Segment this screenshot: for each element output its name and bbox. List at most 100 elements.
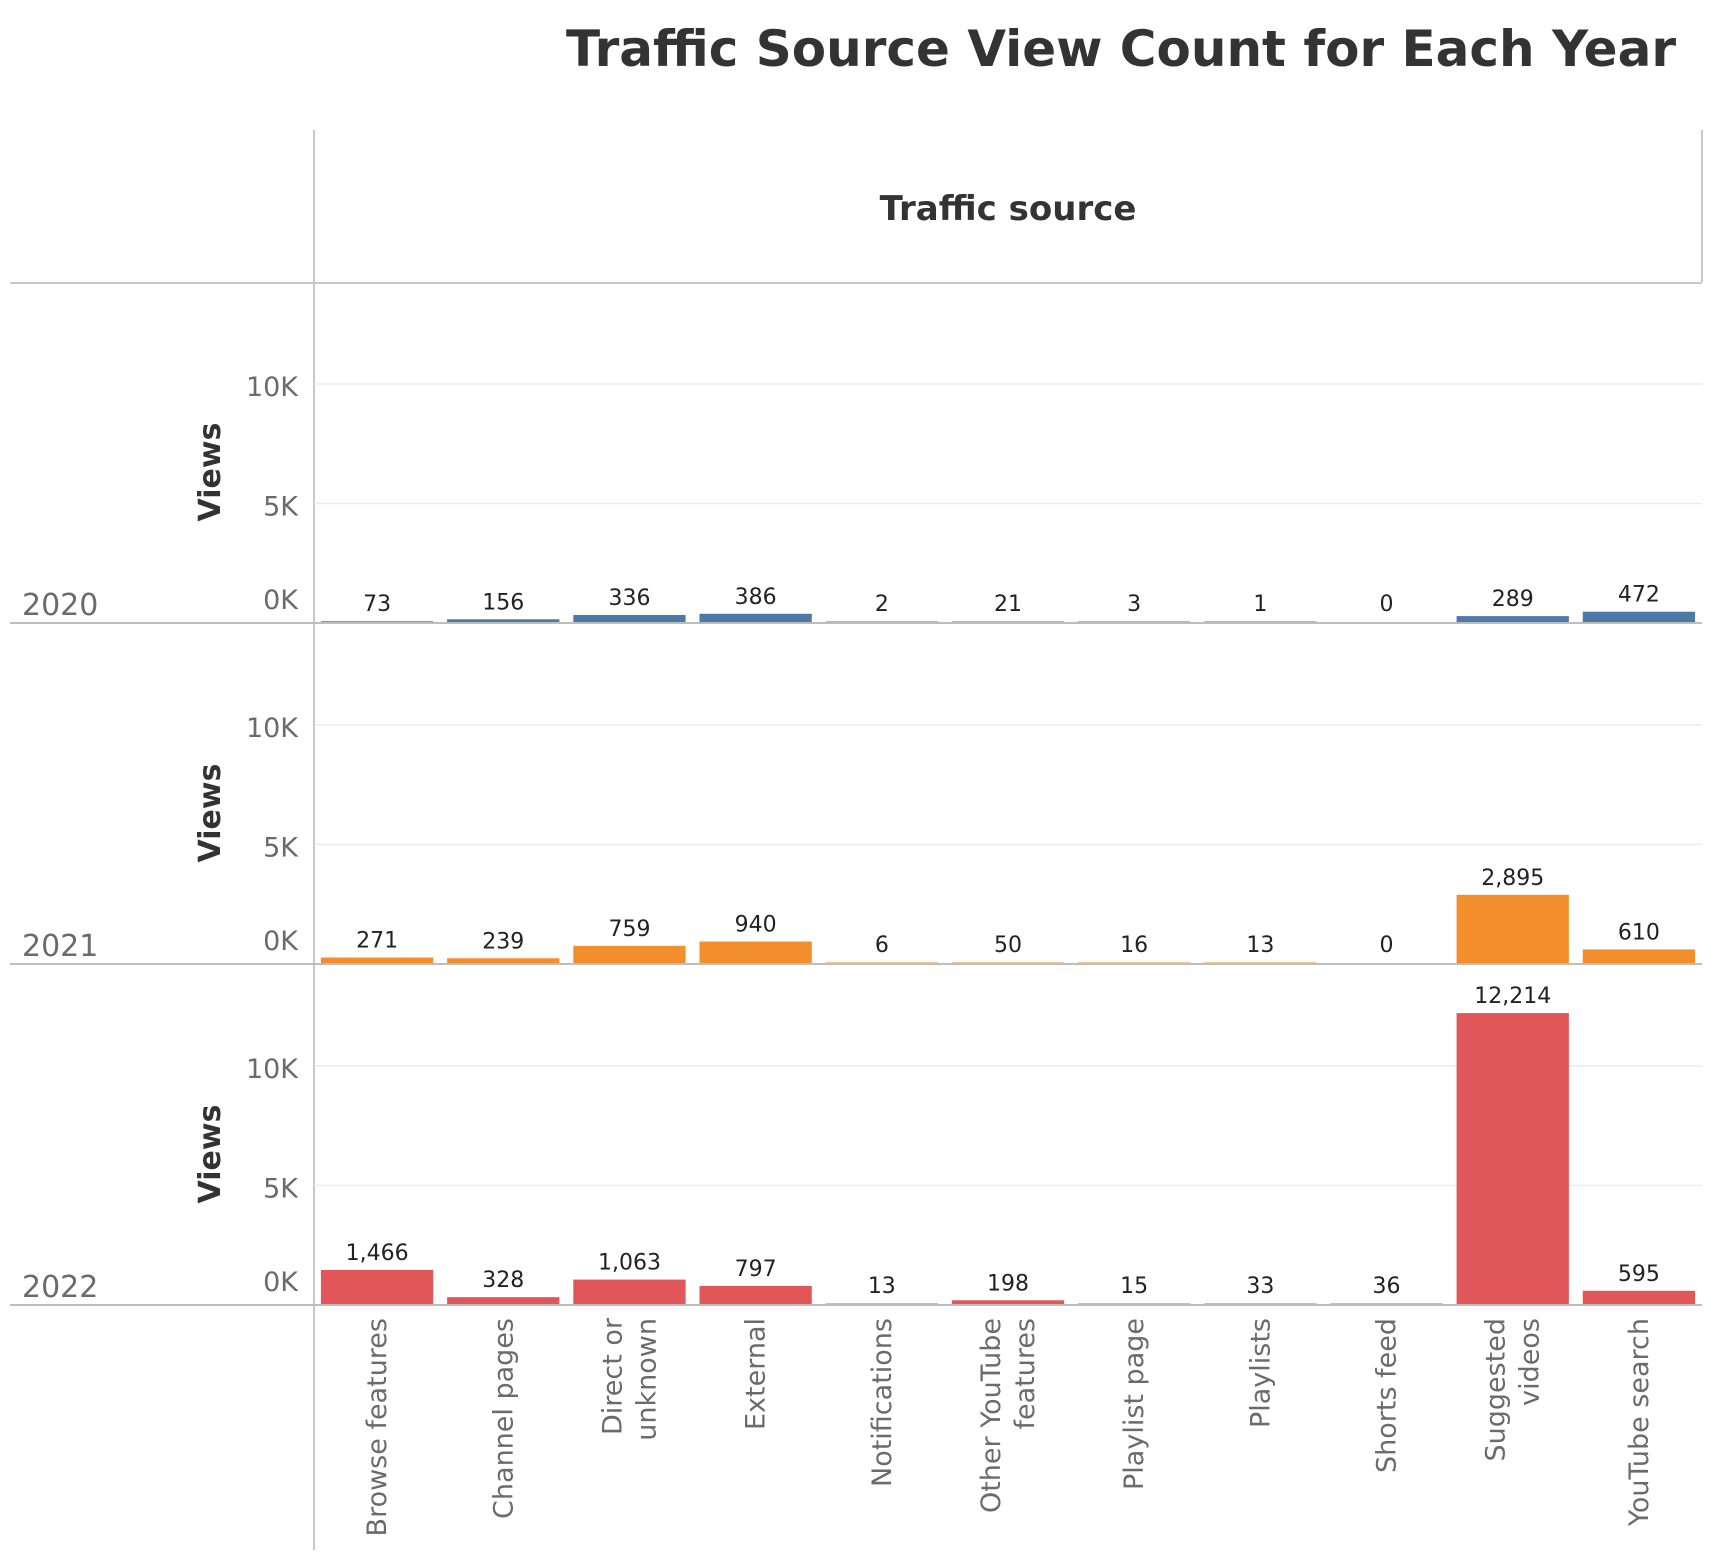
data-label: 271 — [356, 929, 398, 954]
x-tick-label: Shorts feed — [1372, 1318, 1403, 1473]
data-label: 12,214 — [1474, 984, 1551, 1009]
data-label: 610 — [1618, 920, 1660, 945]
bar — [573, 614, 686, 623]
y-axis-label: Views — [193, 764, 228, 863]
data-label: 2 — [875, 592, 889, 617]
bar — [447, 619, 560, 623]
x-tick-label-line: YouTube search — [1624, 1318, 1655, 1527]
x-tick-label: Notifications — [867, 1318, 898, 1487]
bar — [699, 941, 812, 964]
bar — [320, 1269, 434, 1305]
year-label: 2020 — [22, 588, 98, 623]
chart-title: Traffic Source View Count for Each Year — [566, 20, 1676, 78]
year-label: 2021 — [22, 929, 98, 964]
bar — [1582, 611, 1696, 623]
data-label: 386 — [735, 585, 777, 610]
x-tick-label-line: Direct or — [597, 1317, 628, 1435]
bar — [699, 1285, 812, 1305]
data-label: 1 — [1253, 592, 1267, 617]
x-tick-label-line: Shorts feed — [1372, 1318, 1403, 1473]
x-tick-label-line: Channel pages — [488, 1318, 519, 1519]
data-label: 3 — [1127, 592, 1141, 617]
y-tick-label: 0K — [263, 1267, 299, 1298]
year-label: 2022 — [22, 1270, 98, 1305]
data-label: 336 — [608, 586, 650, 611]
data-label: 15 — [1120, 1274, 1148, 1299]
bar — [1582, 1290, 1696, 1305]
data-label: 36 — [1373, 1274, 1401, 1299]
x-tick-label-line: unknown — [631, 1318, 662, 1441]
data-label: 1,466 — [346, 1241, 409, 1266]
y-tick-label: 5K — [263, 833, 299, 864]
panel-2021: 0K 5K 10K Views 2021 271 239 759 940 6 50 16 13 0 2,89… — [10, 713, 1702, 965]
y-tick-label: 10K — [246, 713, 299, 744]
y-axis-label: Views — [193, 423, 228, 522]
bar — [1456, 616, 1569, 623]
x-tick-label: External — [741, 1318, 772, 1430]
data-label: 797 — [735, 1257, 777, 1282]
bar — [573, 945, 686, 964]
data-label: 6 — [875, 933, 889, 958]
data-label: 595 — [1618, 1262, 1660, 1287]
panel-2022: 0K 5K 10K Views 2022 1,466 328 1,063 797 13 198 15 3… — [10, 984, 1702, 1306]
panel-2020: 0K 5K 10K Views 2020 73 156 336 386 2 21 3 1 0 289 472 — [10, 372, 1702, 624]
x-tick-label-line: Playlist page — [1119, 1318, 1150, 1490]
data-label: 2,895 — [1481, 866, 1544, 891]
x-tick-label: Other YouTube features — [976, 1318, 1041, 1513]
x-tick-label-line: Other YouTube — [976, 1318, 1007, 1513]
data-label: 940 — [735, 913, 777, 938]
x-tick-label: Suggested videos — [1481, 1318, 1546, 1462]
x-tick-label: Playlists — [1245, 1318, 1276, 1428]
bar — [951, 1300, 1065, 1305]
category-axis: Browse features Channel pages Direct or unk… — [362, 1317, 1655, 1536]
data-label: 156 — [482, 590, 524, 615]
data-label: 13 — [868, 1274, 896, 1299]
data-label: 198 — [987, 1271, 1029, 1296]
y-tick-label: 5K — [263, 492, 299, 523]
data-label: 289 — [1492, 587, 1534, 612]
y-tick-label: 5K — [263, 1174, 299, 1205]
data-label: 1,063 — [598, 1251, 661, 1276]
data-label: 33 — [1246, 1274, 1274, 1299]
bar — [447, 1297, 560, 1305]
data-label: 0 — [1380, 592, 1394, 617]
bar — [1456, 1013, 1569, 1305]
x-tick-label-line: features — [1010, 1318, 1041, 1430]
bar — [573, 1279, 686, 1305]
x-tick-label-line: Notifications — [867, 1318, 898, 1487]
bar — [1582, 949, 1696, 964]
x-tick-label: Browse features — [362, 1318, 393, 1536]
y-tick-label: 10K — [246, 1054, 299, 1085]
x-tick-label-line: videos — [1515, 1318, 1546, 1406]
y-tick-label: 10K — [246, 372, 299, 403]
data-label: 0 — [1380, 933, 1394, 958]
data-label: 472 — [1618, 583, 1660, 608]
data-label: 13 — [1246, 933, 1274, 958]
y-tick-label: 0K — [263, 585, 299, 616]
bar — [320, 957, 434, 964]
x-tick-label: Channel pages — [488, 1318, 519, 1519]
x-tick-label-line: External — [741, 1318, 772, 1430]
data-label: 21 — [994, 592, 1022, 617]
x-tick-label: YouTube search — [1624, 1318, 1655, 1527]
data-label: 50 — [994, 933, 1022, 958]
x-tick-label-line: Suggested — [1481, 1318, 1512, 1462]
data-label: 16 — [1120, 933, 1148, 958]
x-tick-label-line: Playlists — [1245, 1318, 1276, 1428]
data-label: 759 — [608, 917, 650, 942]
bar — [699, 613, 812, 623]
column-header: Traffic source — [880, 189, 1137, 229]
x-tick-label: Direct or unknown — [597, 1317, 662, 1441]
y-axis-label: Views — [193, 1105, 228, 1204]
x-tick-label: Playlist page — [1119, 1318, 1150, 1490]
data-label: 328 — [482, 1268, 524, 1293]
x-tick-label-line: Browse features — [362, 1318, 393, 1536]
data-label: 73 — [363, 592, 391, 617]
y-tick-label: 0K — [263, 926, 299, 957]
data-label: 239 — [482, 929, 524, 954]
bar — [447, 958, 560, 964]
bar — [1456, 894, 1569, 964]
chart-frame — [10, 130, 1703, 1550]
